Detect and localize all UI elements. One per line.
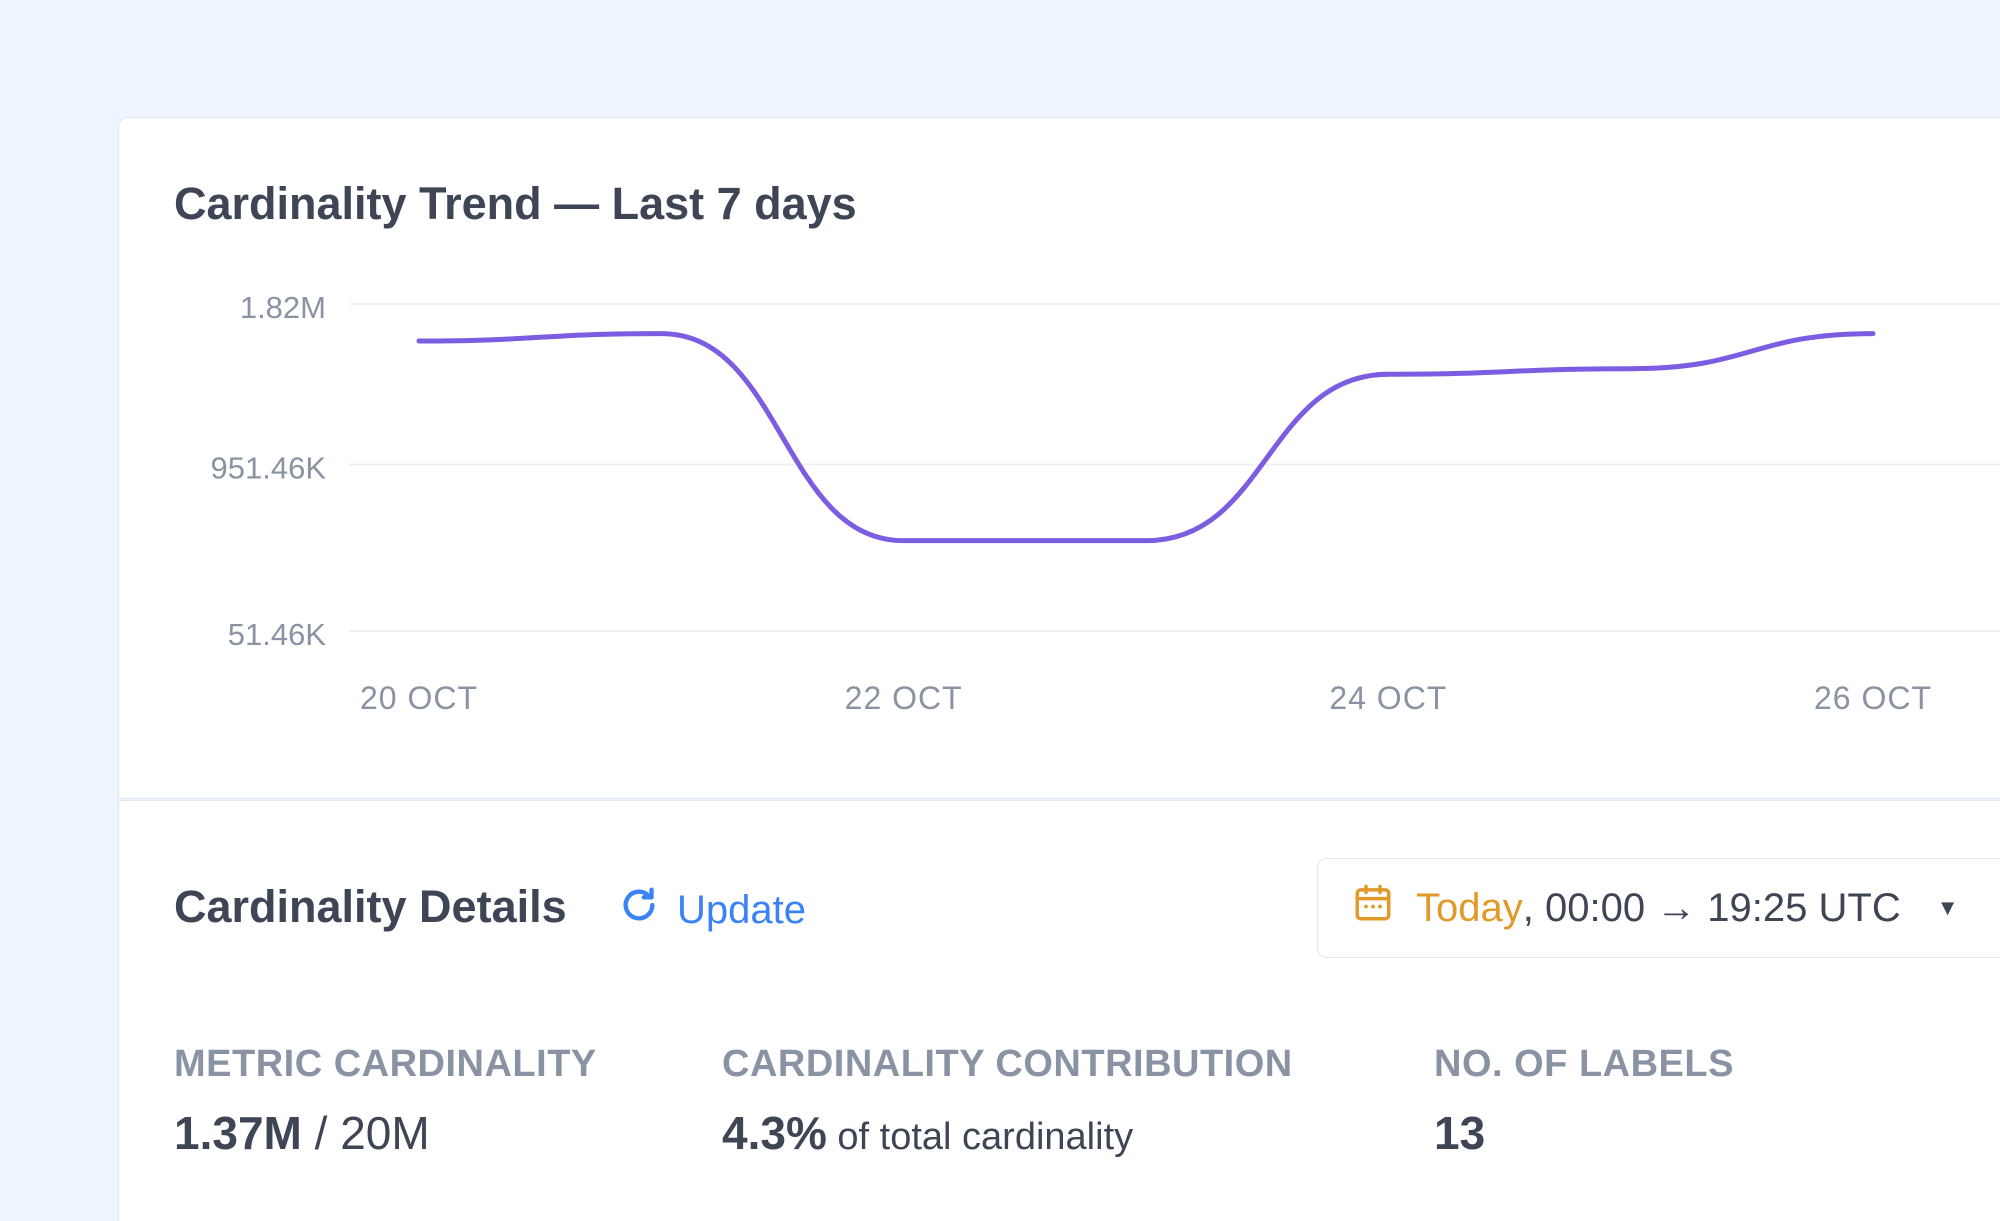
date-range-text: , 00:00 → 19:25 UTC [1522, 885, 1901, 930]
calendar-icon [1352, 881, 1394, 935]
x-tick-label: 24 OCT [1329, 680, 1447, 716]
labels-count-number: 13 [1434, 1107, 1486, 1159]
x-tick-label: 26 OCT [1814, 680, 1932, 716]
trend-title: Cardinality Trend — Last 7 days [174, 178, 857, 229]
update-button[interactable]: Update [619, 885, 806, 935]
x-tick-label: 20 OCT [360, 680, 478, 716]
y-tick-label: 1.82M [240, 290, 326, 325]
metric-cardinality-number: 1.37M [174, 1107, 302, 1159]
cardinality-details-card: Cardinality Details Update Today , 00:00… [118, 800, 2000, 1221]
y-tick-label: 951.46K [211, 451, 327, 486]
cardinality-contribution-value: 4.3% of total cardinality [722, 1106, 1133, 1160]
labels-count-label: NO. OF LABELS [1434, 1043, 1734, 1085]
date-range-picker[interactable]: Today , 00:00 → 19:25 UTC ▼ [1317, 858, 2000, 958]
metric-cardinality-limit: / 20M [301, 1107, 430, 1159]
x-tick-label: 22 OCT [845, 680, 963, 716]
cardinality-contribution-suffix: of total cardinality [826, 1116, 1134, 1158]
cardinality-contribution-number: 4.3% [722, 1107, 827, 1159]
trend-chart: 1.82M 951.46K 51.46K 20 OCT 22 OCT 24 OCT 26 O… [211, 290, 2000, 716]
labels-count-value: 13 [1434, 1106, 1485, 1160]
metric-cardinality-label: METRIC CARDINALITY [174, 1043, 597, 1085]
cardinality-trend-card: Cardinality Trend — Last 7 days 1.82M 951… [118, 117, 2000, 799]
y-tick-label: 51.46K [228, 617, 327, 652]
date-today-label: Today [1416, 885, 1523, 930]
cardinality-contribution-label: CARDINALITY CONTRIBUTION [722, 1043, 1293, 1085]
refresh-icon [619, 885, 677, 935]
details-title: Cardinality Details [174, 881, 567, 932]
metric-cardinality-value: 1.37M / 20M [174, 1106, 430, 1160]
update-label: Update [677, 887, 806, 932]
series-line [416, 331, 1876, 544]
caret-down-icon: ▼ [1936, 895, 1959, 920]
